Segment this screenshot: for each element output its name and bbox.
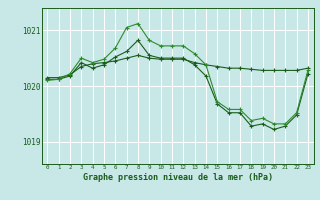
X-axis label: Graphe pression niveau de la mer (hPa): Graphe pression niveau de la mer (hPa) <box>83 173 273 182</box>
